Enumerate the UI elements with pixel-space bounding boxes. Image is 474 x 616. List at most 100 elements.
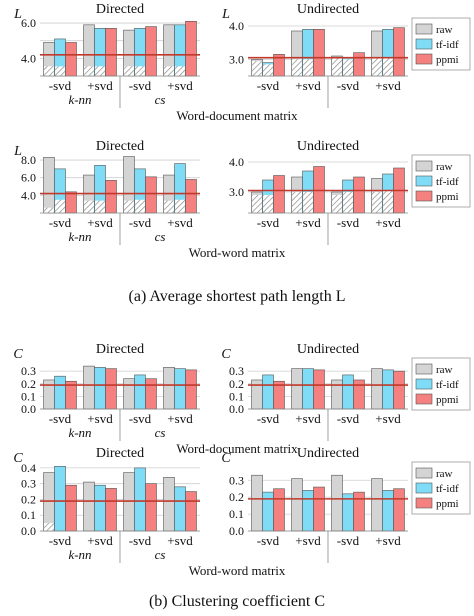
- category-label: -svd: [257, 533, 280, 548]
- bar-ppmi: [185, 369, 197, 410]
- panel-title: Directed: [96, 446, 144, 461]
- y-axis-label: C: [13, 451, 23, 466]
- group-label: cs: [155, 547, 166, 562]
- bar-ppmi: [393, 370, 405, 410]
- group-label: cs: [155, 425, 166, 440]
- bar-ppmi: [65, 191, 77, 214]
- bar-hatched-tfidf: [135, 199, 145, 213]
- legend-label: ppmi: [436, 191, 459, 203]
- bar-ppmi: [353, 52, 365, 77]
- bar-ppmi: [393, 27, 405, 77]
- y-tick-label: 0.1: [229, 389, 244, 403]
- bar-hatched-tfidf: [55, 66, 65, 76]
- category-label: -svd: [129, 215, 152, 230]
- category-label: -svd: [257, 78, 280, 93]
- bar-ppmi: [145, 378, 157, 410]
- bar-ppmi: [65, 42, 77, 77]
- bar-tfidf: [174, 486, 186, 532]
- panel-title: Undirected: [297, 2, 359, 17]
- y-tick-label: 8.0: [21, 153, 36, 167]
- legend-swatch-ppmi: [415, 190, 433, 202]
- legend-swatch-raw: [415, 160, 433, 172]
- matrix-label: Word-document matrix: [176, 441, 298, 456]
- bar-hatched-tfidf: [343, 59, 353, 76]
- bar-ppmi: [105, 28, 117, 77]
- bar-tfidf: [382, 369, 394, 410]
- category-label: -svd: [49, 533, 72, 548]
- bar-hatched-tfidf: [263, 64, 273, 76]
- category-label: +svd: [375, 533, 401, 548]
- bar-hatched-raw: [164, 200, 174, 213]
- bar-hatched-raw: [84, 66, 94, 76]
- bar-hatched-tfidf: [383, 57, 393, 76]
- bar-hatched-raw: [44, 207, 54, 213]
- legend-swatch-tfidf: [415, 482, 433, 494]
- bar-ppmi: [313, 486, 325, 532]
- bar-hatched-tfidf: [383, 190, 393, 213]
- y-axis-label: L: [13, 7, 22, 22]
- category-label: +svd: [167, 533, 193, 548]
- panel-C-wd-dir: 0.00.10.20.3C Directed-svd +svd -svd +svdk-n…: [13, 342, 298, 456]
- legend-label: tf-idf: [436, 39, 459, 51]
- category-label: +svd: [295, 411, 321, 426]
- category-label: -svd: [49, 78, 72, 93]
- bar-tfidf: [342, 374, 354, 410]
- bar-ppmi: [105, 488, 117, 532]
- bar-tfidf: [54, 375, 66, 410]
- category-label: +svd: [375, 78, 401, 93]
- legend-swatch-tfidf: [415, 38, 433, 50]
- group-label: k-nn: [68, 92, 91, 107]
- bar-hatched-raw: [44, 66, 54, 76]
- legend-swatch-raw: [415, 23, 433, 35]
- category-label: +svd: [295, 215, 321, 230]
- legend-swatch-ppmi: [415, 497, 433, 509]
- panel-title: Directed: [96, 342, 144, 357]
- y-axis-label: C: [13, 347, 23, 362]
- bar-hatched-tfidf: [343, 192, 353, 213]
- category-label: +svd: [87, 533, 113, 548]
- group-label: k-nn: [68, 425, 91, 440]
- legend-label: ppmi: [436, 54, 459, 66]
- bar-ppmi: [353, 491, 365, 532]
- panel-C-wd-und: 0.00.10.20.3 C Undirected -svd +svd -svd +svd: [221, 342, 408, 441]
- category-label: +svd: [167, 215, 193, 230]
- y-tick-label: 0.3: [229, 473, 244, 487]
- legend-label: raw: [436, 24, 453, 36]
- bar-hatched-raw: [44, 523, 54, 531]
- bar-tfidf: [54, 466, 66, 532]
- bar-ppmi: [185, 491, 197, 532]
- y-axis-label: L: [221, 7, 230, 22]
- legend-label: raw: [436, 161, 453, 173]
- legend-label: ppmi: [436, 498, 459, 510]
- bar-ppmi: [313, 29, 325, 77]
- bar-raw: [83, 365, 95, 410]
- bar-raw: [291, 368, 303, 410]
- y-tick-label: 0.0: [21, 402, 36, 416]
- y-tick-label: 0.1: [21, 508, 36, 522]
- y-axis-label: C: [221, 451, 231, 466]
- legend-label: raw: [436, 364, 453, 376]
- bar-hatched-tfidf: [55, 199, 65, 213]
- y-tick-label: 4.0: [21, 51, 36, 65]
- matrix-label: Word-document matrix: [176, 108, 298, 123]
- bar-hatched-tfidf: [95, 200, 105, 213]
- panel-title: Directed: [96, 139, 144, 154]
- y-tick-label: 4.0: [21, 188, 36, 202]
- group-label: k-nn: [68, 229, 91, 244]
- legend-label: ppmi: [436, 394, 459, 406]
- bar-ppmi: [145, 176, 157, 214]
- bar-tfidf: [134, 374, 146, 410]
- bar-hatched-tfidf: [175, 66, 185, 76]
- bar-ppmi: [145, 483, 157, 532]
- bar-raw: [83, 481, 95, 532]
- group-label: cs: [155, 92, 166, 107]
- category-label: -svd: [337, 78, 360, 93]
- category-label: +svd: [87, 215, 113, 230]
- category-label: +svd: [87, 78, 113, 93]
- panel-title: Undirected: [297, 446, 359, 461]
- bar-ppmi: [145, 26, 157, 77]
- group-label: k-nn: [68, 547, 91, 562]
- matrix-label: Word-word matrix: [189, 563, 286, 578]
